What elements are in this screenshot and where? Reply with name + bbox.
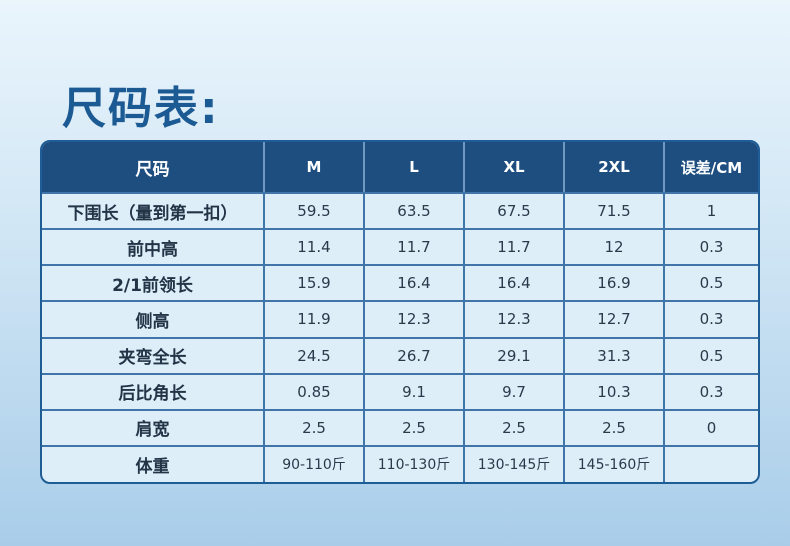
table-row: 前中高 11.4 11.7 11.7 12 0.3 [42, 229, 758, 267]
row-label: 夹弯全长 [42, 337, 265, 375]
table-row: 下围长（量到第一扣） 59.5 63.5 67.5 71.5 1 [42, 193, 758, 231]
table-row: 肩宽 2.5 2.5 2.5 2.5 0 [42, 409, 758, 447]
row-label: 2/1前领长 [42, 265, 265, 303]
header-xl: XL [464, 142, 565, 194]
cell: 130-145斤 [464, 445, 565, 482]
row-label: 肩宽 [42, 409, 265, 447]
cell: 63.5 [364, 193, 465, 231]
page-title: 尺码表: [62, 83, 220, 134]
cell: 0.3 [664, 373, 758, 411]
cell: 0.5 [664, 337, 758, 375]
cell: 31.3 [564, 337, 665, 375]
cell: 12 [564, 229, 665, 267]
cell: 0 [664, 409, 758, 447]
cell: 2.5 [564, 409, 665, 447]
cell: 12.7 [564, 301, 665, 339]
cell: 90-110斤 [264, 445, 365, 482]
table-row: 后比角长 0.85 9.1 9.7 10.3 0.3 [42, 373, 758, 411]
header-tolerance: 误差/CM [664, 142, 758, 194]
cell: 10.3 [564, 373, 665, 411]
cell: 11.9 [264, 301, 365, 339]
cell: 1 [664, 193, 758, 231]
header-l: L [364, 142, 465, 194]
header-size: 尺码 [42, 142, 265, 194]
header-2xl: 2XL [564, 142, 665, 194]
cell: 16.9 [564, 265, 665, 303]
cell: 16.4 [364, 265, 465, 303]
cell: 12.3 [464, 301, 565, 339]
row-label: 体重 [42, 445, 265, 482]
cell: 2.5 [364, 409, 465, 447]
cell: 24.5 [264, 337, 365, 375]
cell: 0.3 [664, 301, 758, 339]
row-label: 侧高 [42, 301, 265, 339]
cell: 16.4 [464, 265, 565, 303]
table-row: 体重 90-110斤 110-130斤 130-145斤 145-160斤 [42, 445, 758, 482]
cell: 26.7 [364, 337, 465, 375]
cell: 12.3 [364, 301, 465, 339]
cell: 0.3 [664, 229, 758, 267]
header-m: M [264, 142, 365, 194]
cell: 145-160斤 [564, 445, 665, 482]
cell: 2.5 [464, 409, 565, 447]
cell: 11.4 [264, 229, 365, 267]
cell: 11.7 [364, 229, 465, 267]
cell [664, 446, 758, 482]
cell: 110-130斤 [364, 445, 465, 482]
size-chart-table: 尺码 M L XL 2XL 误差/CM 下围长（量到第一扣） 59.5 63.5… [40, 140, 760, 484]
header-row: 尺码 M L XL 2XL 误差/CM [42, 142, 758, 194]
table-row: 侧高 11.9 12.3 12.3 12.7 0.3 [42, 301, 758, 339]
row-label: 后比角长 [42, 373, 265, 411]
cell: 71.5 [564, 193, 665, 231]
cell: 15.9 [264, 265, 365, 303]
cell: 9.1 [364, 373, 465, 411]
cell: 2.5 [264, 409, 365, 447]
cell: 29.1 [464, 337, 565, 375]
cell: 67.5 [464, 193, 565, 231]
table-row: 2/1前领长 15.9 16.4 16.4 16.9 0.5 [42, 265, 758, 303]
row-label: 下围长（量到第一扣） [42, 193, 265, 231]
cell: 59.5 [264, 193, 365, 231]
row-label: 前中高 [42, 229, 265, 267]
cell: 9.7 [464, 373, 565, 411]
table-row: 夹弯全长 24.5 26.7 29.1 31.3 0.5 [42, 337, 758, 375]
cell: 0.5 [664, 265, 758, 303]
cell: 11.7 [464, 229, 565, 267]
cell: 0.85 [264, 373, 365, 411]
